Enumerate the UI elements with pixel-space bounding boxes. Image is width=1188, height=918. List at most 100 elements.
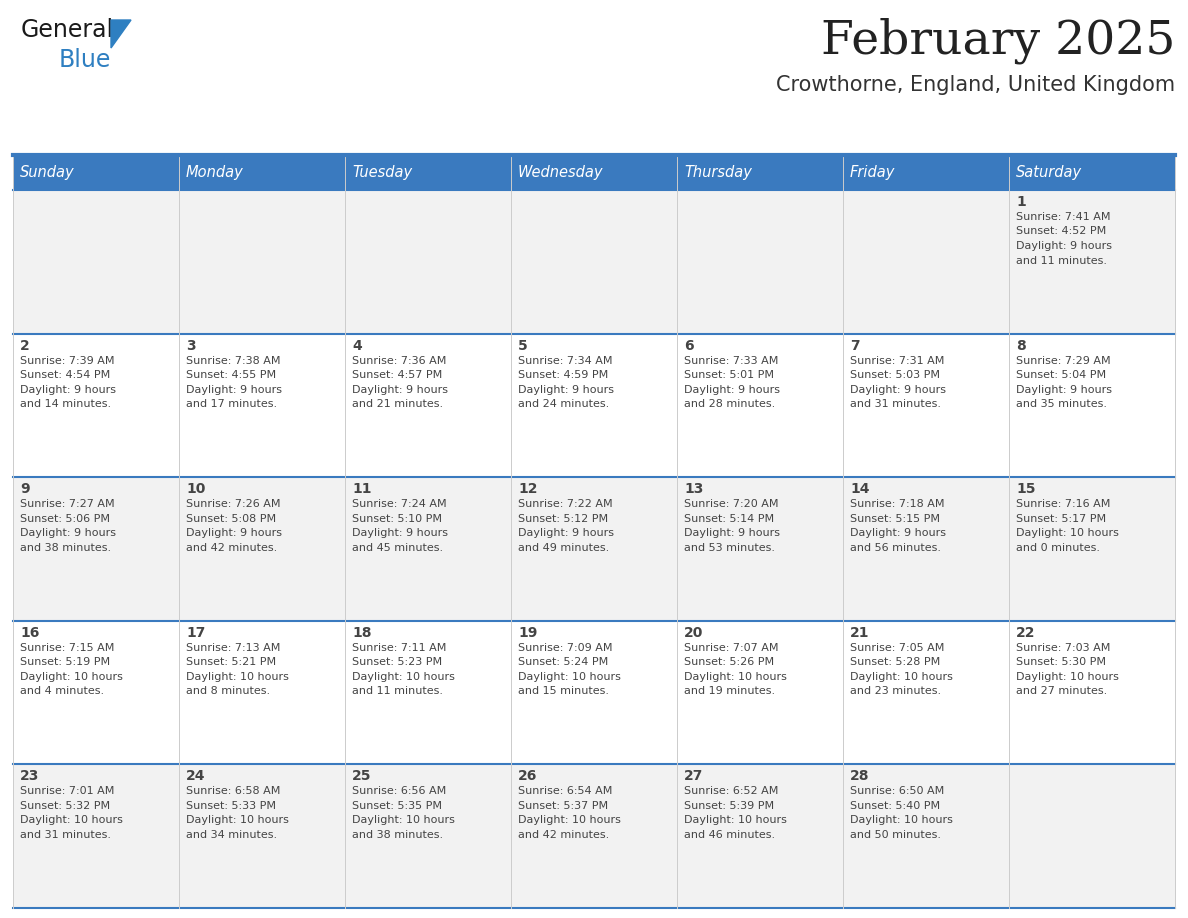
Text: and 50 minutes.: and 50 minutes. bbox=[849, 830, 941, 840]
Bar bbox=[345, 155, 511, 190]
Text: 3: 3 bbox=[187, 339, 196, 353]
Text: Daylight: 10 hours: Daylight: 10 hours bbox=[187, 815, 289, 825]
Bar bbox=[677, 333, 843, 477]
Text: Sunset: 5:08 PM: Sunset: 5:08 PM bbox=[187, 514, 276, 523]
Text: Thursday: Thursday bbox=[684, 165, 752, 180]
Text: and 42 minutes.: and 42 minutes. bbox=[518, 830, 609, 840]
Bar bbox=[843, 155, 1009, 190]
Text: Sunset: 5:37 PM: Sunset: 5:37 PM bbox=[518, 800, 608, 811]
Text: Sunrise: 7:05 AM: Sunrise: 7:05 AM bbox=[849, 643, 944, 653]
Bar bbox=[1009, 477, 1175, 621]
Text: Daylight: 9 hours: Daylight: 9 hours bbox=[20, 528, 116, 538]
Text: Sunset: 4:52 PM: Sunset: 4:52 PM bbox=[1016, 227, 1106, 237]
Text: Sunset: 5:03 PM: Sunset: 5:03 PM bbox=[849, 370, 940, 380]
Text: Sunrise: 7:16 AM: Sunrise: 7:16 AM bbox=[1016, 499, 1111, 509]
Text: Wednesday: Wednesday bbox=[518, 165, 604, 180]
Text: Daylight: 9 hours: Daylight: 9 hours bbox=[684, 528, 781, 538]
Text: Sunset: 5:04 PM: Sunset: 5:04 PM bbox=[1016, 370, 1106, 380]
Text: and 38 minutes.: and 38 minutes. bbox=[352, 830, 443, 840]
Text: Daylight: 9 hours: Daylight: 9 hours bbox=[684, 385, 781, 395]
Bar bbox=[843, 765, 1009, 908]
Text: Daylight: 10 hours: Daylight: 10 hours bbox=[518, 672, 621, 682]
Text: Sunset: 4:59 PM: Sunset: 4:59 PM bbox=[518, 370, 608, 380]
Text: Sunrise: 7:39 AM: Sunrise: 7:39 AM bbox=[20, 355, 114, 365]
Text: Crowthorne, England, United Kingdom: Crowthorne, England, United Kingdom bbox=[776, 75, 1175, 95]
Text: 2: 2 bbox=[20, 339, 30, 353]
Text: 26: 26 bbox=[518, 769, 537, 783]
Bar bbox=[843, 190, 1009, 333]
Text: Daylight: 9 hours: Daylight: 9 hours bbox=[849, 528, 946, 538]
Bar bbox=[179, 621, 345, 765]
Text: Daylight: 9 hours: Daylight: 9 hours bbox=[518, 385, 614, 395]
Text: and 15 minutes.: and 15 minutes. bbox=[518, 687, 609, 696]
Text: and 38 minutes.: and 38 minutes. bbox=[20, 543, 112, 553]
Bar bbox=[345, 621, 511, 765]
Text: and 31 minutes.: and 31 minutes. bbox=[849, 399, 941, 409]
Text: Sunset: 4:57 PM: Sunset: 4:57 PM bbox=[352, 370, 442, 380]
Text: Sunrise: 7:15 AM: Sunrise: 7:15 AM bbox=[20, 643, 114, 653]
Text: Sunset: 5:23 PM: Sunset: 5:23 PM bbox=[352, 657, 442, 667]
Text: Daylight: 9 hours: Daylight: 9 hours bbox=[1016, 241, 1112, 251]
Bar bbox=[843, 621, 1009, 765]
Text: and 34 minutes.: and 34 minutes. bbox=[187, 830, 277, 840]
Text: Daylight: 10 hours: Daylight: 10 hours bbox=[20, 815, 122, 825]
Text: Sunset: 5:30 PM: Sunset: 5:30 PM bbox=[1016, 657, 1106, 667]
Text: 25: 25 bbox=[352, 769, 372, 783]
Text: 9: 9 bbox=[20, 482, 30, 497]
Bar bbox=[511, 621, 677, 765]
Text: and 14 minutes.: and 14 minutes. bbox=[20, 399, 112, 409]
Bar bbox=[13, 477, 179, 621]
Text: Sunrise: 7:33 AM: Sunrise: 7:33 AM bbox=[684, 355, 778, 365]
Bar bbox=[1009, 333, 1175, 477]
Text: Sunset: 5:35 PM: Sunset: 5:35 PM bbox=[352, 800, 442, 811]
Text: and 46 minutes.: and 46 minutes. bbox=[684, 830, 775, 840]
Text: Sunrise: 6:50 AM: Sunrise: 6:50 AM bbox=[849, 787, 944, 797]
Bar bbox=[1009, 155, 1175, 190]
Text: 23: 23 bbox=[20, 769, 39, 783]
Text: Sunset: 5:28 PM: Sunset: 5:28 PM bbox=[849, 657, 940, 667]
Text: Sunset: 5:12 PM: Sunset: 5:12 PM bbox=[518, 514, 608, 523]
Text: 24: 24 bbox=[187, 769, 206, 783]
Text: Daylight: 9 hours: Daylight: 9 hours bbox=[187, 385, 282, 395]
Text: Sunset: 4:54 PM: Sunset: 4:54 PM bbox=[20, 370, 110, 380]
Text: Sunrise: 7:03 AM: Sunrise: 7:03 AM bbox=[1016, 643, 1111, 653]
Text: Sunrise: 7:09 AM: Sunrise: 7:09 AM bbox=[518, 643, 613, 653]
Text: Blue: Blue bbox=[59, 48, 112, 72]
Text: Daylight: 10 hours: Daylight: 10 hours bbox=[1016, 528, 1119, 538]
Text: and 8 minutes.: and 8 minutes. bbox=[187, 687, 270, 696]
Text: Sunrise: 7:38 AM: Sunrise: 7:38 AM bbox=[187, 355, 280, 365]
Text: Sunrise: 7:22 AM: Sunrise: 7:22 AM bbox=[518, 499, 613, 509]
Text: 1: 1 bbox=[1016, 195, 1025, 209]
Text: 10: 10 bbox=[187, 482, 206, 497]
Text: Daylight: 10 hours: Daylight: 10 hours bbox=[684, 672, 786, 682]
Text: 5: 5 bbox=[518, 339, 527, 353]
Bar bbox=[13, 190, 179, 333]
Bar bbox=[677, 477, 843, 621]
Text: Daylight: 10 hours: Daylight: 10 hours bbox=[849, 672, 953, 682]
Text: 11: 11 bbox=[352, 482, 372, 497]
Text: Sunset: 5:14 PM: Sunset: 5:14 PM bbox=[684, 514, 775, 523]
Text: 14: 14 bbox=[849, 482, 870, 497]
Text: 12: 12 bbox=[518, 482, 537, 497]
Text: Sunset: 5:17 PM: Sunset: 5:17 PM bbox=[1016, 514, 1106, 523]
Text: Friday: Friday bbox=[849, 165, 896, 180]
Text: Sunrise: 7:20 AM: Sunrise: 7:20 AM bbox=[684, 499, 778, 509]
Text: 4: 4 bbox=[352, 339, 362, 353]
Text: and 17 minutes.: and 17 minutes. bbox=[187, 399, 277, 409]
Text: Sunrise: 7:07 AM: Sunrise: 7:07 AM bbox=[684, 643, 778, 653]
Bar bbox=[13, 765, 179, 908]
Text: and 0 minutes.: and 0 minutes. bbox=[1016, 543, 1100, 553]
Text: Sunrise: 6:56 AM: Sunrise: 6:56 AM bbox=[352, 787, 447, 797]
Text: Daylight: 10 hours: Daylight: 10 hours bbox=[352, 815, 455, 825]
Text: 7: 7 bbox=[849, 339, 860, 353]
Bar bbox=[1009, 190, 1175, 333]
Text: 18: 18 bbox=[352, 626, 372, 640]
Bar bbox=[345, 333, 511, 477]
Text: 17: 17 bbox=[187, 626, 206, 640]
Text: Sunrise: 7:13 AM: Sunrise: 7:13 AM bbox=[187, 643, 280, 653]
Text: Daylight: 10 hours: Daylight: 10 hours bbox=[187, 672, 289, 682]
Text: Sunrise: 7:01 AM: Sunrise: 7:01 AM bbox=[20, 787, 114, 797]
Text: and 45 minutes.: and 45 minutes. bbox=[352, 543, 443, 553]
Text: Sunrise: 7:41 AM: Sunrise: 7:41 AM bbox=[1016, 212, 1111, 222]
Text: Sunday: Sunday bbox=[20, 165, 75, 180]
